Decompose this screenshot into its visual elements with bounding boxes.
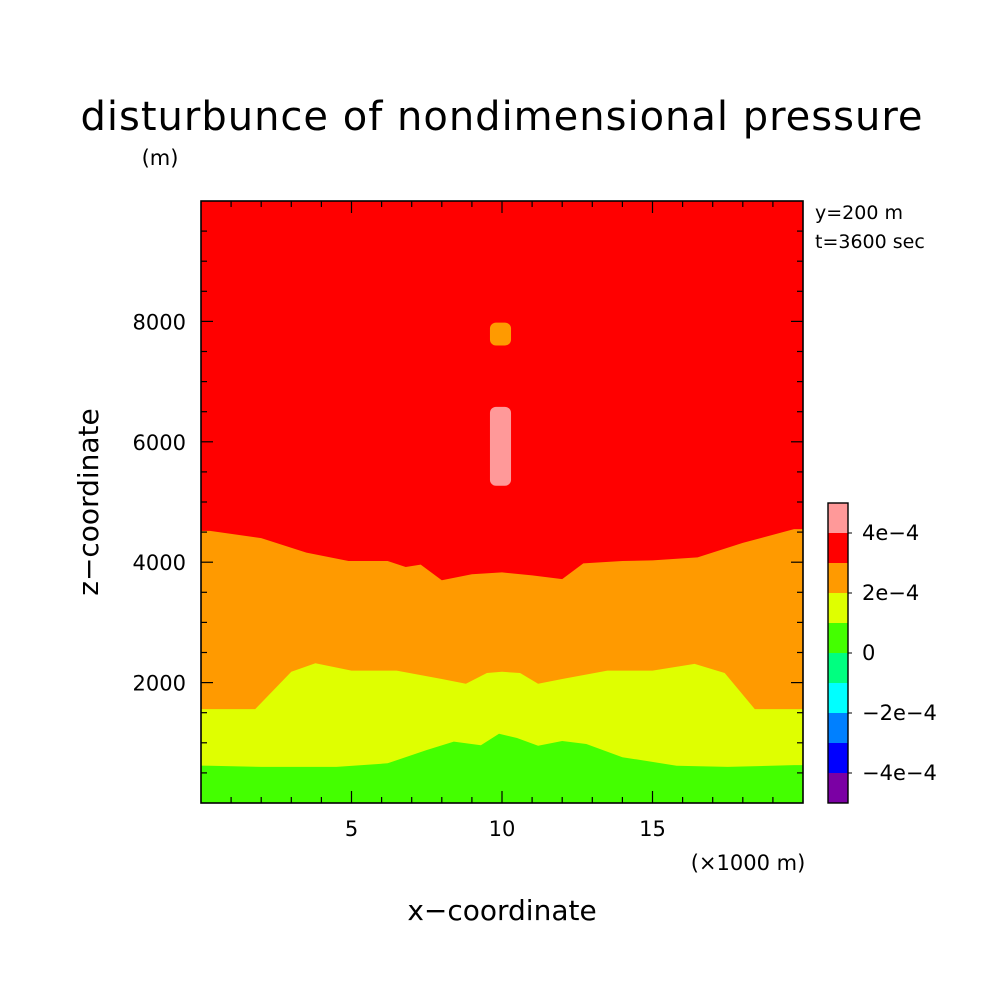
colorbar-swatch (828, 713, 848, 743)
x-unit-label: (×1000 m) (691, 851, 806, 875)
colorbar-swatch (828, 773, 848, 803)
x-tick-label: 5 (345, 817, 358, 841)
chart-title: disturbunce of nondimensional pressure (81, 94, 924, 140)
y-tick-label: 6000 (133, 431, 186, 455)
blob-upper (489, 322, 512, 346)
y-tick-label: 8000 (133, 310, 186, 334)
axis-ticks: 5 10 15 2000 4000 6000 8000 (133, 201, 803, 841)
colorbar-tick-label: 0 (862, 641, 875, 665)
y-tick-label: 2000 (133, 672, 186, 696)
x-tick-label: 15 (639, 817, 666, 841)
colorbar-swatch (828, 653, 848, 683)
annotation-y: y=200 m (815, 202, 903, 224)
colorbar-swatch (828, 623, 848, 653)
colorbar-tick-label: −2e−4 (862, 701, 937, 725)
blob-lower (489, 406, 512, 486)
y-unit-label: (m) (142, 146, 179, 170)
y-tick-label: 4000 (133, 551, 186, 575)
colorbar-swatch (828, 503, 848, 533)
colorbar: 4e−4 2e−4 0 −2e−4 −4e−4 (827, 502, 937, 804)
region-band-3 (201, 733, 803, 803)
colorbar-swatch (828, 533, 848, 563)
colorbar-tick-label: 2e−4 (862, 581, 919, 605)
colorbar-swatch (828, 743, 848, 773)
colorbar-tick-label: −4e−4 (862, 761, 937, 785)
pressure-field (201, 201, 803, 803)
colorbar-swatch (828, 683, 848, 713)
x-axis-label: x−coordinate (407, 894, 596, 927)
colorbar-swatch (828, 563, 848, 593)
x-tick-label: 10 (489, 817, 516, 841)
annotation-t: t=3600 sec (815, 231, 925, 253)
colorbar-swatch (828, 593, 848, 623)
y-axis-label: z−coordinate (72, 408, 105, 596)
colorbar-tick-label: 4e−4 (862, 521, 919, 545)
